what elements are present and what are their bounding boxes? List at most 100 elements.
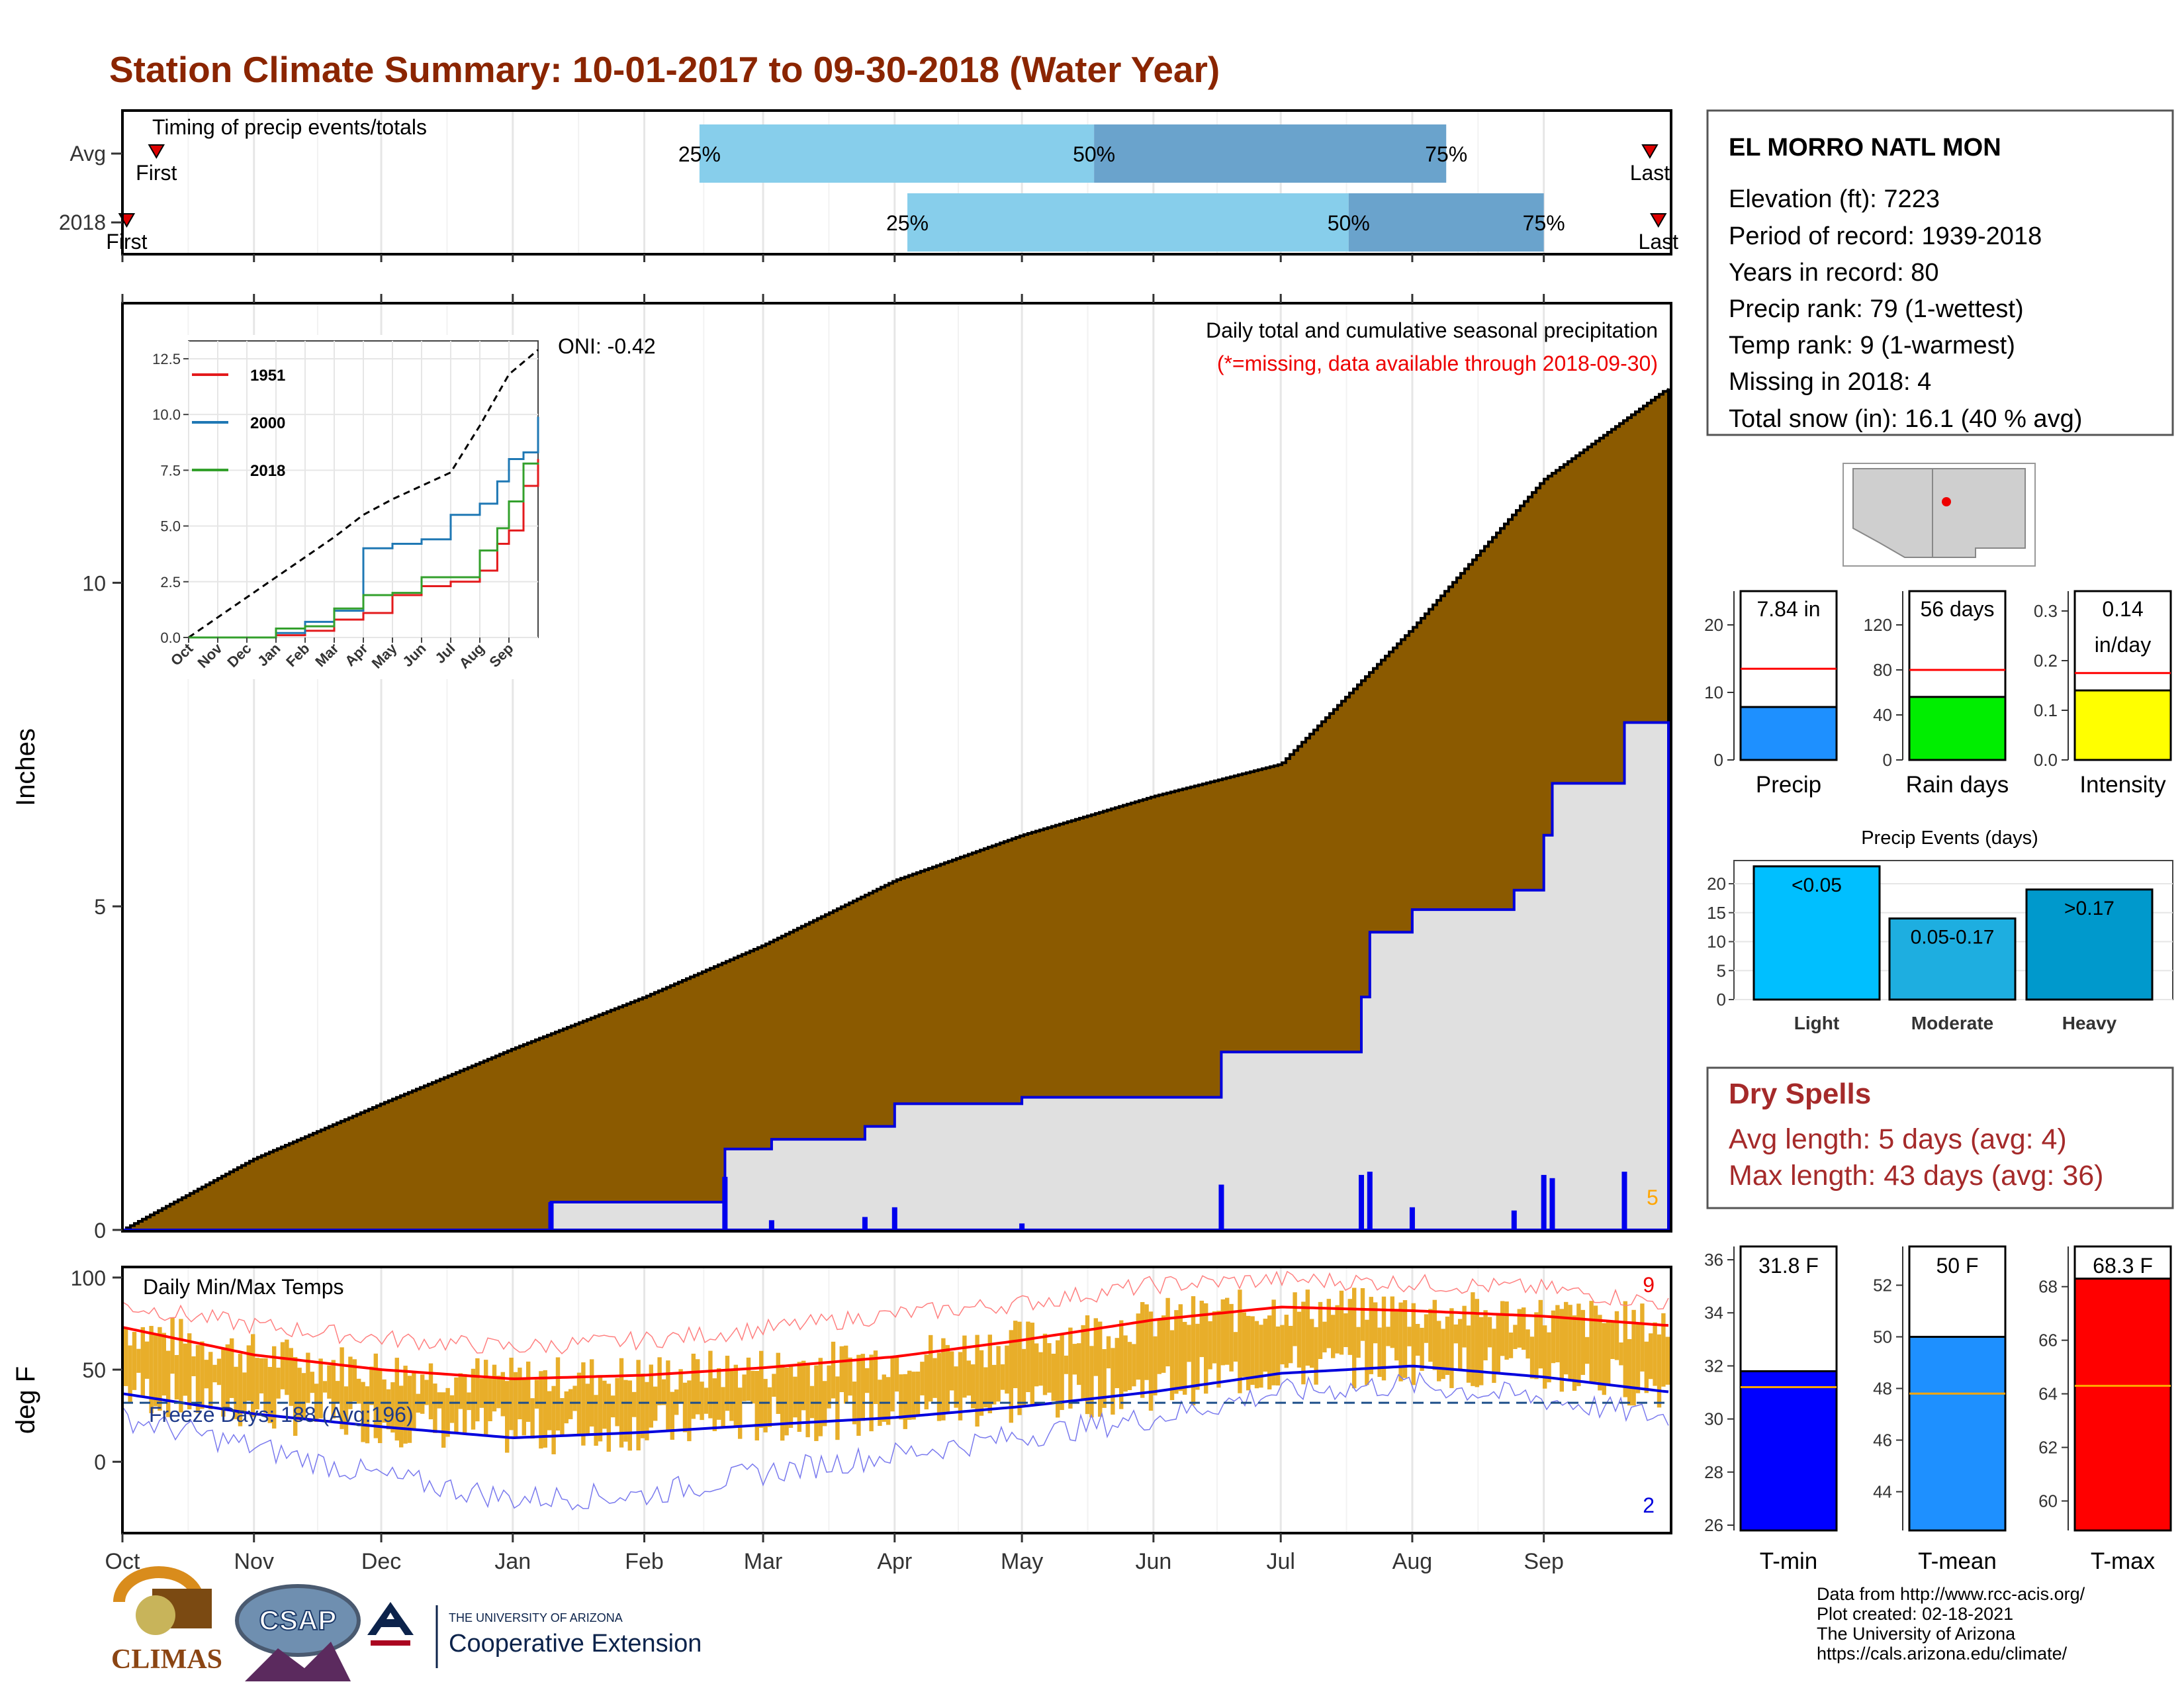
daily-temp-range-bar [649, 1364, 653, 1428]
daily-temp-range-bar [687, 1380, 692, 1442]
daily-temp-range-bar [661, 1379, 666, 1405]
timing-first-label: First [106, 230, 147, 254]
daily-temp-range-bar [382, 1379, 387, 1423]
daily-temp-range-bar [357, 1378, 361, 1404]
daily-temp-range-bar [1623, 1301, 1627, 1397]
daily-temp-range-bar [340, 1347, 344, 1429]
daily-temp-range-bar [1593, 1305, 1598, 1382]
daily-temp-range-bar [301, 1373, 306, 1419]
daily-temp-range-bar [1140, 1301, 1145, 1398]
inset-y-tick-label: 2.5 [160, 574, 181, 590]
daily-temp-range-bar [1416, 1324, 1420, 1356]
daily-temp-range-bar [238, 1354, 243, 1427]
daily-temp-range-bar [971, 1364, 976, 1409]
timing-q25-label: 25% [886, 211, 929, 235]
daily-temp-range-bar [1098, 1321, 1103, 1417]
daily-temp-range-bar [1187, 1325, 1191, 1362]
month-tick-label: Mar [744, 1549, 783, 1574]
intensity-gauge-unit: in/day [2095, 633, 2151, 657]
daily-temp-range-bar [373, 1353, 378, 1438]
dry-spells-title: Dry Spells [1729, 1078, 1871, 1110]
month-tick-label: Dec [361, 1549, 401, 1574]
daily-temp-range-bar [1199, 1300, 1204, 1358]
events-y-tick-label: 20 [1707, 874, 1726, 894]
daily-temp-range-bar [738, 1387, 743, 1439]
daily-temp-range-bar [1051, 1353, 1056, 1401]
precip-gauge-value: 7.84 in [1756, 597, 1820, 621]
daily-temp-range-bar [445, 1387, 450, 1437]
intensity-gauge-tick-label: 0.2 [2034, 651, 2058, 671]
daily-temp-range-bar [280, 1342, 285, 1389]
daily-temp-range-bar [500, 1372, 505, 1417]
inset-legend-label: 2018 [250, 462, 285, 480]
inset-legend-label: 1951 [250, 367, 285, 385]
daily-temp-range-bar [246, 1345, 251, 1401]
daily-temp-range-bar [208, 1352, 213, 1409]
daily-temp-range-bar [751, 1370, 755, 1404]
station-info-box: EL MORRO NATL MON Elevation (ft): 7223 P… [1706, 109, 2174, 436]
daily-temp-range-bar [1445, 1316, 1450, 1376]
tmax-gauge-fill [2073, 1278, 2172, 1532]
daily-temp-range-bar [700, 1382, 704, 1421]
daily-temp-range-bar [1275, 1326, 1281, 1385]
daily-temp-range-bar [1060, 1333, 1064, 1410]
daily-temp-range-bar [124, 1328, 128, 1386]
daily-temp-range-bar [289, 1348, 293, 1406]
temp-lines [122, 1270, 1671, 1511]
daily-temp-range-bar [1602, 1323, 1606, 1395]
page-title: Station Climate Summary: 10-01-2017 to 0… [109, 49, 1220, 90]
daily-temp-range-bar [835, 1376, 840, 1440]
daily-temp-range-bar [1246, 1315, 1251, 1391]
rain-days-gauge-label: Rain days [1906, 772, 2009, 798]
daily-temp-range-bar [894, 1355, 899, 1392]
daily-temp-range-bar [336, 1381, 340, 1403]
tmean-gauge-value: 50 F [1936, 1254, 1978, 1278]
daily-temp-range-bar [200, 1341, 205, 1409]
daily-temp-range-bar [361, 1382, 365, 1442]
daily-temp-range-bar [1649, 1333, 1653, 1380]
timing-row-label-2018: 2018 [59, 211, 106, 234]
timing-panel: 25% 50% 75% First Last 25% 50% 75% First Last Tim… [59, 109, 1678, 256]
daily-temp-range-bar [1517, 1309, 1522, 1348]
timing-bar-25-50 [907, 193, 1349, 252]
tmean-gauge-tick-label: 52 [1873, 1276, 1892, 1295]
daily-temp-range-bar [136, 1348, 141, 1373]
daily-temp-range-bar [1402, 1300, 1408, 1378]
intensity-gauge-tick-label: 0.0 [2034, 750, 2058, 770]
daily-temp-range-bar [1441, 1329, 1445, 1380]
tmin-gauge-tick-label: 32 [1704, 1356, 1723, 1376]
inset-line-2018 [189, 462, 539, 639]
daily-temp-range-bar [1030, 1323, 1034, 1405]
daily-temp-range-bar [1000, 1364, 1005, 1390]
daily-temp-range-bar [1297, 1311, 1302, 1368]
daily-temp-range-bar [1644, 1341, 1649, 1393]
daily-temp-range-bar [1335, 1305, 1340, 1354]
temp-y-tick-label: 50 [82, 1358, 106, 1382]
precip-panel-frame [121, 302, 1672, 1233]
daily-temp-range-bar [844, 1345, 848, 1404]
events-category-label: Heavy [2062, 1013, 2117, 1033]
daily-temp-range-bar [1081, 1325, 1085, 1401]
daily-temp-range-bar [1543, 1325, 1547, 1389]
daily-temp-range-bar [678, 1369, 683, 1403]
tmin-gauge-tick-label: 28 [1704, 1462, 1723, 1482]
daily-temp-range-bar [322, 1381, 328, 1393]
daily-precip-bar [548, 1201, 554, 1230]
daily-temp-range-bar [1606, 1321, 1611, 1384]
timing-q50-label: 50% [1328, 211, 1370, 235]
daily-temp-range-bar [1365, 1319, 1369, 1385]
daily-temp-range-bar [1119, 1320, 1124, 1409]
temp-y-label: deg F [11, 1366, 40, 1434]
daily-temp-range-bar [318, 1358, 323, 1419]
timing-q50-label: 50% [1073, 142, 1115, 166]
daily-temp-range-bar [403, 1366, 408, 1444]
daily-temp-range-bar [407, 1376, 412, 1443]
daily-temp-range-bar [539, 1371, 543, 1449]
daily-precip-bar [722, 1176, 728, 1230]
daily-temp-range-bar [1665, 1336, 1670, 1385]
precip-gauge-fill [1739, 706, 1838, 761]
daily-temp-range-bar [420, 1374, 425, 1414]
events-category-label: Light [1794, 1013, 1839, 1033]
ua-a-bar [371, 1640, 410, 1646]
daily-temp-range-bar [158, 1327, 162, 1411]
